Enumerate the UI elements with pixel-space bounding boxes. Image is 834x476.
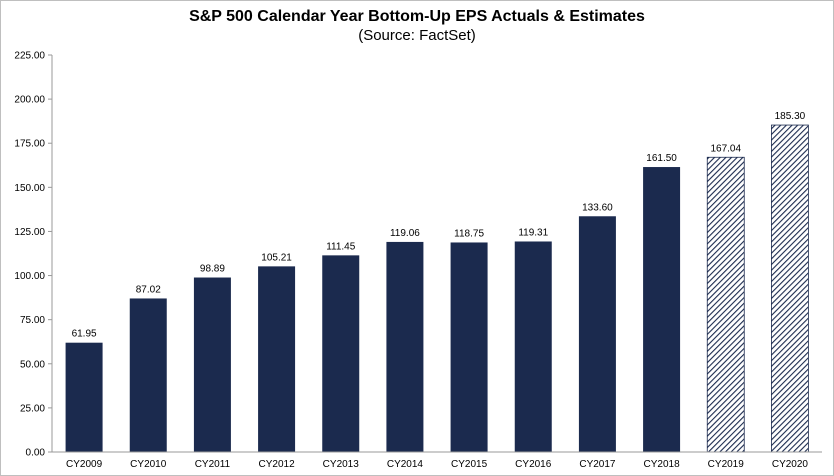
y-tick-label: 150.00 xyxy=(14,183,45,194)
x-tick-label: CY2018 xyxy=(644,459,681,470)
bar-actual xyxy=(386,241,424,452)
chart-title: S&P 500 Calendar Year Bottom-Up EPS Actu… xyxy=(189,8,645,25)
x-tick-label: CY2012 xyxy=(259,459,296,470)
bar-value-label: 61.95 xyxy=(72,329,97,340)
x-tick-label: CY2013 xyxy=(323,459,360,470)
bar-estimate xyxy=(706,156,745,453)
bar-actual xyxy=(450,242,488,452)
bar-value-label: 118.75 xyxy=(454,228,484,239)
bar-value-label: 119.31 xyxy=(518,227,548,238)
bar-value-label: 111.45 xyxy=(326,241,356,252)
x-tick-label: CY2017 xyxy=(579,459,616,470)
bar-actual xyxy=(258,266,296,452)
x-tick-label: CY2015 xyxy=(451,459,488,470)
bar-value-label: 133.60 xyxy=(582,202,613,213)
x-tick-label: CY2016 xyxy=(515,459,552,470)
x-tick-label: CY2011 xyxy=(195,459,231,470)
y-tick-label: 175.00 xyxy=(14,139,45,150)
x-tick-label: CY2014 xyxy=(387,459,424,470)
x-tick-label: CY2009 xyxy=(66,459,103,470)
bar-value-label: 161.50 xyxy=(646,153,677,164)
x-axis: CY2009 CY2010 CY2011 CY2012 CY2013 CY2014 CY20… xyxy=(52,451,822,470)
y-tick-label: 75.00 xyxy=(20,315,45,326)
bar-estimate xyxy=(771,124,809,453)
bar-actual xyxy=(193,277,231,452)
bar-value-label: 167.04 xyxy=(710,143,741,154)
y-tick-label: 0.00 xyxy=(26,448,46,459)
y-tick-label: 200.00 xyxy=(14,95,45,106)
bar-actual xyxy=(578,216,616,452)
bar-value-label: 98.89 xyxy=(200,264,225,275)
bar-actual xyxy=(643,167,681,452)
y-tick-label: 50.00 xyxy=(20,359,45,370)
bar-value-label: 119.06 xyxy=(390,228,420,239)
chart-subtitle: (Source: FactSet) xyxy=(358,27,476,44)
x-tick-label: CY2010 xyxy=(130,459,167,470)
bar-actual xyxy=(322,255,360,452)
bar-value-label: 105.21 xyxy=(261,252,292,263)
y-tick-label: 225.00 xyxy=(14,51,45,62)
y-tick-label: 100.00 xyxy=(14,271,45,282)
bar-actual xyxy=(514,241,552,452)
bar-value-label: 87.02 xyxy=(136,284,161,295)
y-axis: 0.00 25.00 50.00 75.00 100.00 125.00 150.00 175… xyxy=(14,51,53,459)
y-tick-label: 125.00 xyxy=(14,227,45,238)
x-tick-label: CY2020 xyxy=(772,459,809,470)
bar-value-label: 185.30 xyxy=(775,111,806,122)
bars-group: 61.95 87.02 98.89 105.21 111.45 119.06 118.75 1… xyxy=(65,111,809,453)
bar-actual xyxy=(65,342,103,452)
x-tick-label: CY2019 xyxy=(708,459,745,470)
y-tick-label: 25.00 xyxy=(20,403,45,414)
bar-actual xyxy=(129,298,167,452)
